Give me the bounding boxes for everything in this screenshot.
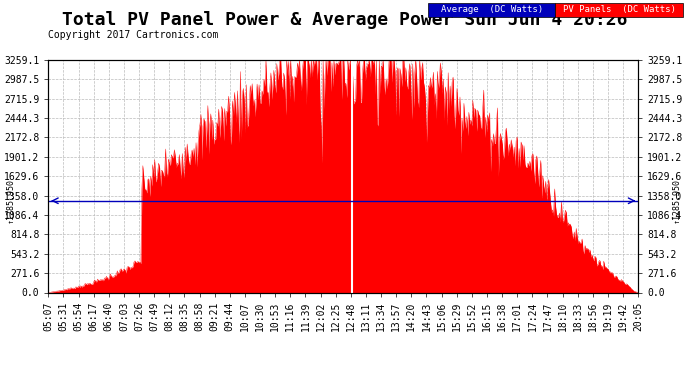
Text: PV Panels  (DC Watts): PV Panels (DC Watts) <box>563 5 676 14</box>
Text: Average  (DC Watts): Average (DC Watts) <box>440 5 543 14</box>
Text: Copyright 2017 Cartronics.com: Copyright 2017 Cartronics.com <box>48 30 219 40</box>
Text: Total PV Panel Power & Average Power Sun Jun 4 20:26: Total PV Panel Power & Average Power Sun… <box>62 11 628 29</box>
Text: ↑1285.950: ↑1285.950 <box>672 178 681 223</box>
Text: ↑1285.950: ↑1285.950 <box>6 178 14 223</box>
